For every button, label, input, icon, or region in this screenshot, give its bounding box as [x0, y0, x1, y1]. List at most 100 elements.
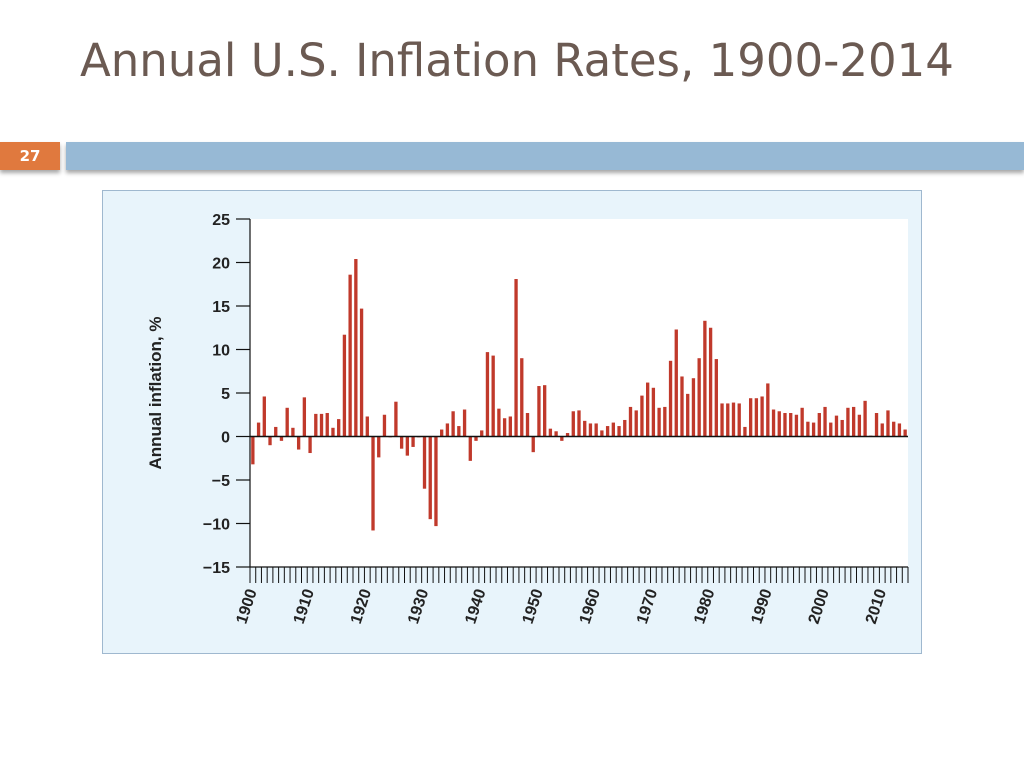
bar-2012 — [892, 421, 896, 437]
bar-1962 — [605, 426, 610, 437]
y-tick-label: 5 — [221, 386, 230, 403]
bar-1902 — [262, 396, 266, 437]
bar-1967 — [634, 410, 638, 437]
bar-1915 — [337, 419, 341, 437]
bar-1956 — [571, 411, 575, 437]
title-underline-bar — [66, 142, 1024, 170]
y-tick-label: 25 — [212, 212, 230, 229]
bar-1987 — [748, 398, 753, 437]
bar-1982 — [720, 403, 724, 437]
bar-1957 — [577, 410, 581, 437]
bar-1959 — [588, 423, 593, 437]
bar-1905 — [279, 436, 284, 441]
bar-1900 — [251, 436, 255, 465]
bar-1934 — [445, 423, 450, 437]
bar-1941 — [485, 352, 490, 437]
bar-1948 — [525, 413, 530, 437]
x-tick-label: 1950 — [520, 587, 547, 626]
bar-1936 — [457, 426, 461, 437]
bar-1949 — [531, 436, 535, 453]
bar-1964 — [617, 426, 621, 437]
bar-1933 — [440, 429, 444, 437]
bar-1961 — [600, 430, 604, 437]
plot-area — [250, 219, 908, 567]
bar-1981 — [714, 359, 718, 437]
bar-1925 — [394, 401, 398, 437]
bar-1958 — [583, 420, 587, 437]
bar-1985 — [737, 403, 741, 437]
bar-1996 — [800, 407, 804, 437]
bar-2000 — [823, 406, 827, 437]
x-tick-label: 1930 — [405, 587, 432, 626]
bar-1954 — [560, 436, 564, 441]
bar-1988 — [754, 398, 759, 437]
bar-2001 — [829, 422, 833, 437]
bar-1991 — [771, 409, 776, 437]
bar-1955 — [565, 433, 570, 437]
y-axis: 25 20 15 10 5 0 −5 −10 −15 — [203, 212, 251, 577]
bar-1919 — [359, 308, 364, 437]
x-tick-label: 1960 — [577, 587, 604, 626]
bar-1937 — [462, 409, 467, 437]
x-tick-label: 1940 — [462, 587, 489, 626]
bar-1950 — [537, 386, 541, 437]
bar-1960 — [594, 423, 598, 437]
bar-1942 — [491, 355, 495, 437]
bar-2014 — [903, 429, 907, 437]
bar-1938 — [468, 436, 472, 461]
x-tick-label: 1900 — [233, 587, 260, 626]
bar-1979 — [703, 320, 707, 437]
chart-panel: 25 20 15 10 5 0 −5 −10 −15 1900 1910 1920 1930 1940 1… — [102, 190, 922, 654]
bar-1932 — [434, 436, 438, 527]
bar-1931 — [428, 436, 432, 520]
bar-1998 — [811, 422, 816, 437]
bar-1978 — [697, 358, 701, 437]
bar-1914 — [331, 427, 335, 437]
y-tick-label: −5 — [212, 473, 230, 490]
bar-1974 — [674, 329, 678, 437]
bar-1923 — [382, 414, 387, 437]
bar-1908 — [296, 436, 301, 450]
bar-1927 — [405, 436, 410, 456]
y-tick-label: 20 — [212, 256, 230, 273]
bar-1992 — [777, 411, 781, 437]
bar-1973 — [668, 360, 673, 437]
bar-1984 — [731, 402, 736, 437]
y-tick-label: 15 — [212, 299, 230, 316]
bar-1963 — [611, 422, 615, 437]
bar-2002 — [834, 415, 839, 437]
bar-1939 — [474, 436, 478, 441]
bar-1916 — [342, 334, 347, 437]
x-tick-label: 1910 — [291, 587, 318, 626]
bar-1966 — [628, 406, 633, 437]
x-tick-label: 1980 — [691, 587, 718, 626]
bar-1965 — [623, 419, 627, 437]
bar-2003 — [840, 419, 844, 437]
bar-2005 — [851, 406, 856, 437]
bar-1972 — [663, 406, 667, 437]
bar-1920 — [365, 416, 369, 437]
bar-2006 — [857, 414, 862, 437]
y-tick-label: 0 — [221, 430, 230, 447]
x-tick-label: 1990 — [748, 587, 775, 626]
bar-1999 — [817, 413, 821, 437]
bar-1922 — [377, 436, 381, 458]
bar-1970 — [651, 387, 656, 437]
bar-1953 — [554, 431, 558, 437]
x-tick-label: 2010 — [863, 587, 890, 626]
bar-1995 — [794, 414, 799, 437]
bar-1983 — [726, 403, 730, 437]
x-axis: 1900 1910 1920 1930 1940 1950 1960 1970 1980 1990… — [233, 566, 909, 626]
bar-1969 — [646, 382, 650, 437]
x-tick-label: 2000 — [806, 587, 833, 626]
bar-1993 — [783, 413, 787, 437]
bar-1921 — [371, 436, 375, 531]
slide-number-badge: 27 — [0, 142, 60, 170]
bar-2013 — [897, 423, 902, 437]
bar-1952 — [548, 428, 553, 437]
bar-1930 — [422, 436, 427, 489]
bar-1913 — [325, 413, 329, 437]
bar-1926 — [399, 436, 404, 449]
y-axis-label: Annual inflation, % — [146, 317, 165, 470]
bar-1947 — [520, 358, 524, 437]
